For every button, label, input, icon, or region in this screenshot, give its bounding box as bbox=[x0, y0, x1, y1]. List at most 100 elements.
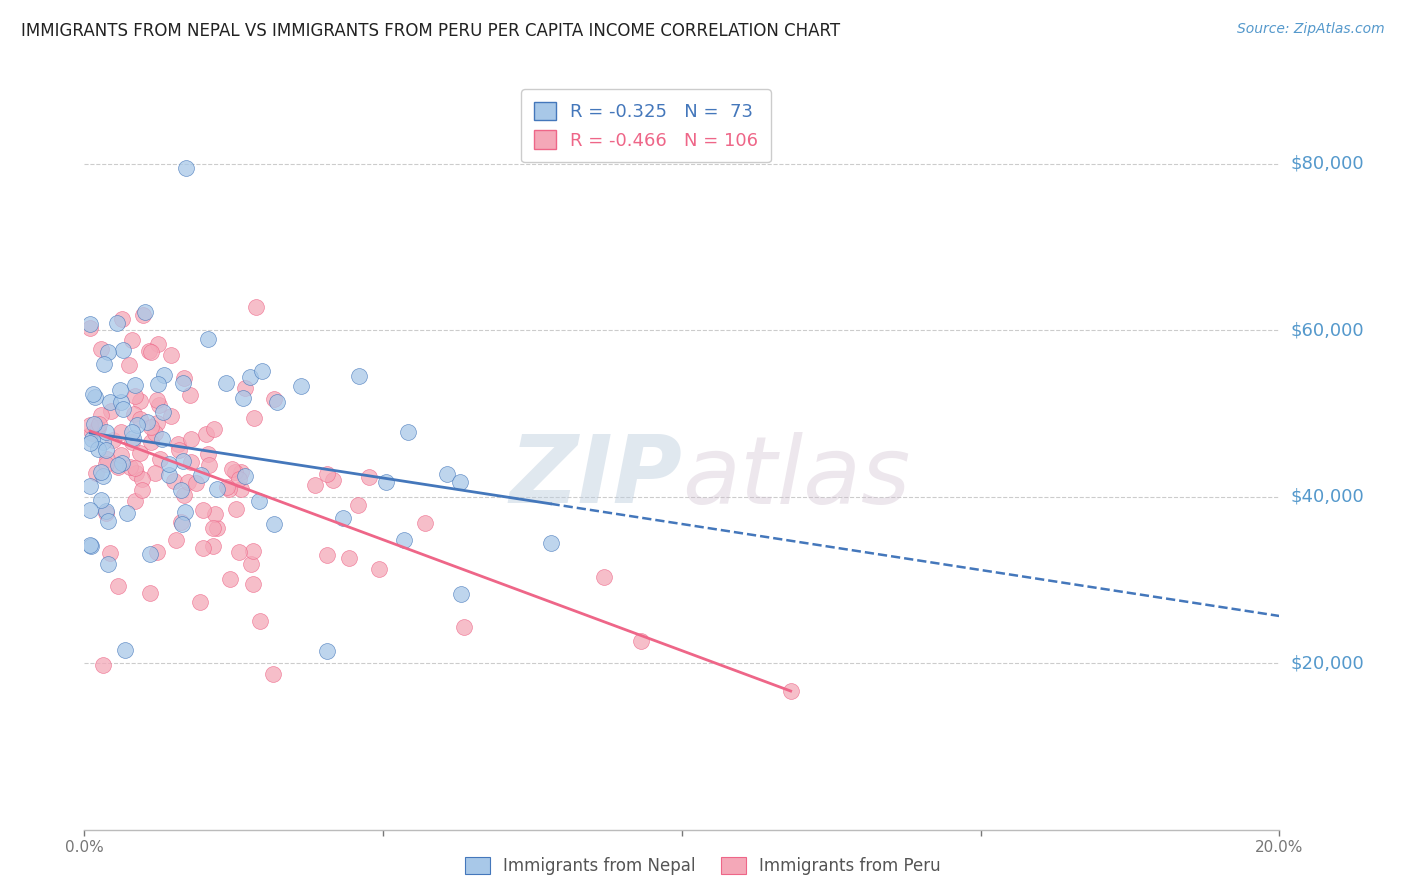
Point bbox=[86, 421, 108, 435]
Point bbox=[242, 577, 264, 591]
Point bbox=[228, 545, 250, 559]
Point bbox=[83, 417, 105, 431]
Point bbox=[177, 475, 200, 489]
Point bbox=[218, 572, 240, 586]
Point bbox=[138, 343, 160, 358]
Point bbox=[79, 417, 101, 432]
Point bbox=[91, 657, 114, 672]
Point bbox=[375, 475, 398, 489]
Point bbox=[93, 357, 115, 371]
Point bbox=[232, 392, 254, 406]
Point bbox=[98, 395, 121, 409]
Point bbox=[121, 333, 143, 347]
Point bbox=[347, 369, 370, 384]
Point bbox=[120, 459, 142, 474]
Point bbox=[190, 467, 212, 482]
Point bbox=[100, 404, 122, 418]
Text: Source: ZipAtlas.com: Source: ZipAtlas.com bbox=[1237, 22, 1385, 37]
Text: ZIP: ZIP bbox=[509, 432, 682, 524]
Point bbox=[148, 398, 170, 412]
Point bbox=[139, 548, 162, 562]
Text: $40,000: $40,000 bbox=[1291, 488, 1364, 506]
Point bbox=[205, 482, 228, 496]
Point bbox=[592, 570, 614, 584]
Point bbox=[84, 390, 107, 404]
Point bbox=[159, 468, 181, 483]
Point bbox=[97, 514, 120, 528]
Point bbox=[145, 545, 167, 559]
Point bbox=[315, 644, 337, 658]
Point bbox=[173, 371, 195, 385]
Point bbox=[304, 478, 326, 492]
Point bbox=[110, 456, 132, 470]
Point bbox=[180, 433, 202, 447]
Legend: R = -0.325   N =  73, R = -0.466   N = 106: R = -0.325 N = 73, R = -0.466 N = 106 bbox=[522, 89, 770, 162]
Point bbox=[96, 452, 118, 467]
Point bbox=[79, 503, 101, 517]
Point bbox=[197, 447, 219, 461]
Point bbox=[112, 401, 135, 416]
Point bbox=[124, 378, 146, 392]
Point bbox=[80, 433, 103, 447]
Point bbox=[143, 426, 166, 441]
Point bbox=[90, 465, 112, 479]
Point bbox=[221, 462, 243, 476]
Point bbox=[266, 394, 288, 409]
Point bbox=[124, 461, 146, 475]
Point bbox=[124, 466, 146, 480]
Point bbox=[167, 442, 190, 457]
Point bbox=[392, 533, 415, 547]
Point bbox=[450, 586, 472, 600]
Point bbox=[114, 643, 136, 657]
Point bbox=[139, 345, 162, 359]
Point bbox=[150, 432, 173, 446]
Point bbox=[82, 425, 104, 440]
Point bbox=[201, 521, 224, 535]
Point bbox=[89, 493, 111, 508]
Point bbox=[247, 493, 270, 508]
Point bbox=[262, 666, 284, 681]
Text: $60,000: $60,000 bbox=[1291, 321, 1364, 339]
Point bbox=[94, 425, 117, 439]
Text: $80,000: $80,000 bbox=[1291, 154, 1364, 172]
Point bbox=[160, 348, 183, 362]
Point bbox=[143, 466, 166, 480]
Point bbox=[188, 595, 211, 609]
Point bbox=[131, 472, 153, 486]
Point bbox=[110, 448, 132, 462]
Point bbox=[263, 517, 285, 532]
Point bbox=[172, 376, 194, 391]
Point bbox=[79, 321, 101, 335]
Point bbox=[779, 683, 801, 698]
Point bbox=[87, 417, 110, 431]
Point bbox=[396, 425, 419, 439]
Point bbox=[322, 473, 344, 487]
Point bbox=[290, 379, 312, 393]
Point bbox=[198, 458, 221, 472]
Point bbox=[153, 368, 176, 383]
Point bbox=[105, 316, 128, 330]
Point bbox=[159, 409, 181, 423]
Point bbox=[121, 434, 143, 449]
Point bbox=[453, 620, 475, 634]
Point bbox=[96, 442, 118, 457]
Point bbox=[89, 409, 111, 423]
Point bbox=[204, 508, 226, 522]
Point bbox=[118, 358, 141, 372]
Point bbox=[128, 412, 150, 426]
Point bbox=[87, 442, 110, 457]
Point bbox=[124, 494, 146, 508]
Point bbox=[540, 536, 562, 550]
Point bbox=[110, 394, 132, 409]
Point bbox=[146, 417, 169, 431]
Point bbox=[239, 370, 262, 384]
Point bbox=[191, 541, 214, 556]
Point bbox=[242, 544, 264, 558]
Point bbox=[165, 533, 187, 547]
Point bbox=[122, 431, 145, 445]
Point bbox=[228, 471, 250, 485]
Point bbox=[174, 505, 197, 519]
Point bbox=[115, 506, 138, 520]
Point bbox=[170, 483, 193, 497]
Point bbox=[79, 317, 101, 331]
